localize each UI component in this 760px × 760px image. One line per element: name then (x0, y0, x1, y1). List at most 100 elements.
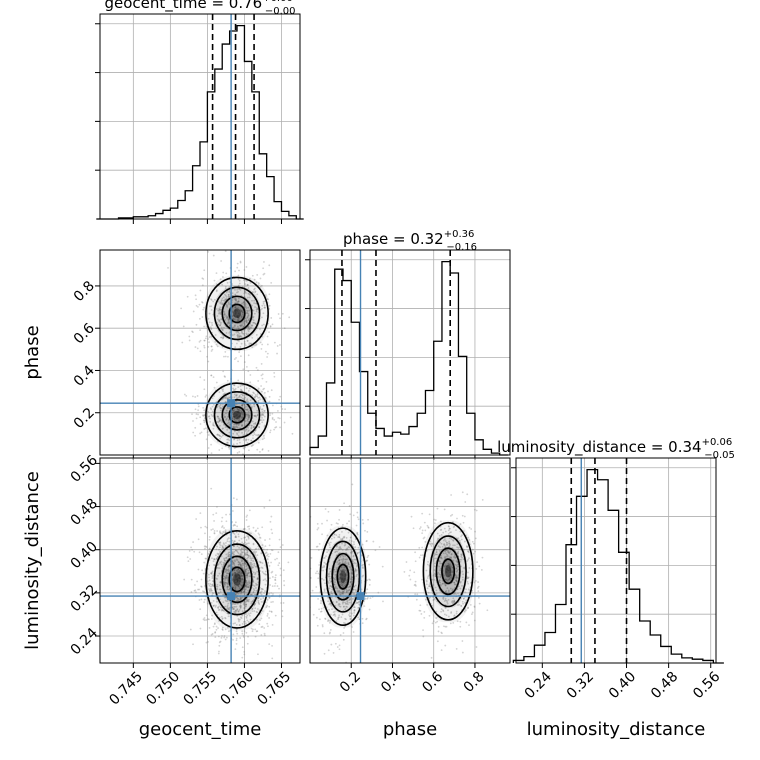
sample-point (239, 597, 242, 600)
sample-point (366, 579, 369, 582)
sample-point (338, 559, 341, 562)
sample-point (346, 600, 348, 603)
sample-point (227, 602, 230, 605)
sample-point (222, 546, 224, 549)
sample-point (213, 395, 215, 397)
sample-point (243, 630, 246, 633)
sample-point (224, 596, 227, 599)
sample-point (208, 564, 210, 567)
sample-point (442, 531, 445, 534)
sample-point (246, 408, 249, 411)
sample-point (240, 575, 243, 578)
sample-point (244, 562, 247, 565)
sample-point (242, 333, 245, 335)
sample-point (232, 389, 235, 392)
sample-point (345, 591, 348, 594)
sample-point (262, 414, 265, 417)
sample-point (343, 544, 346, 547)
sample-point (222, 577, 225, 580)
sample-point (245, 319, 248, 321)
sample-point (227, 569, 230, 572)
sample-point (268, 293, 271, 296)
sample-point (207, 582, 210, 585)
sample-point (226, 441, 228, 444)
sample-point (340, 539, 343, 541)
sample-point (217, 627, 219, 629)
sample-point (262, 572, 265, 575)
sample-point (471, 611, 474, 614)
sample-point (344, 578, 347, 581)
sample-point (446, 587, 449, 590)
sample-point (349, 581, 352, 584)
sample-point (226, 540, 229, 543)
sample-point (350, 612, 353, 615)
sample-point (216, 583, 219, 586)
sample-point (221, 626, 224, 629)
truth-marker (356, 592, 365, 601)
sample-point (316, 528, 319, 531)
sample-point (432, 574, 435, 577)
sample-point (443, 543, 446, 545)
sample-point (234, 648, 237, 651)
sample-point (438, 549, 441, 552)
sample-point (336, 646, 339, 648)
sample-point (244, 304, 247, 307)
sample-point (445, 614, 448, 617)
sample-point (232, 608, 235, 610)
sample-point (248, 328, 250, 330)
sample-point (234, 427, 237, 429)
sample-point (466, 560, 468, 562)
sample-point (449, 571, 451, 574)
sample-point (350, 540, 353, 542)
sample-point (442, 543, 445, 546)
sample-point (215, 290, 218, 293)
sample-point (246, 583, 249, 586)
sample-point (237, 334, 240, 337)
sample-point (345, 536, 348, 539)
sample-point (203, 419, 206, 422)
sample-point (228, 608, 230, 611)
sample-point (201, 284, 204, 287)
sample-point (321, 577, 324, 580)
sample-point (215, 557, 218, 560)
tick-label-x: 0.745 (106, 669, 146, 709)
sample-point (216, 585, 219, 588)
sample-point (423, 521, 426, 524)
sample-point (228, 295, 231, 298)
sample-point (211, 584, 214, 587)
sample-point (235, 356, 237, 359)
sample-point (231, 603, 234, 605)
sample-point (225, 409, 228, 412)
sample-point (224, 355, 227, 358)
sample-point (213, 623, 216, 626)
sample-point (232, 425, 235, 428)
sample-point (227, 570, 230, 573)
sample-point (203, 346, 206, 349)
sample-point (232, 409, 234, 412)
sample-point (216, 433, 219, 436)
sample-point (244, 283, 247, 285)
sample-point (328, 575, 330, 578)
sample-point (351, 560, 354, 563)
sample-point (347, 562, 350, 565)
sample-point (347, 561, 350, 564)
sample-point (358, 551, 361, 554)
sample-point (232, 670, 234, 672)
sample-point (307, 584, 309, 586)
sample-point (442, 609, 444, 612)
sample-point (240, 316, 243, 319)
sample-point (220, 407, 222, 410)
sample-point (246, 311, 249, 314)
sample-point (321, 624, 324, 626)
sample-point (246, 573, 249, 576)
sample-point (260, 566, 263, 569)
sample-point (448, 578, 451, 580)
sample-point (455, 576, 458, 579)
sample-point (235, 605, 238, 608)
sample-point (335, 570, 337, 573)
sample-point (219, 606, 222, 609)
sample-point (329, 581, 332, 583)
sample-point (318, 542, 321, 545)
sample-point (459, 625, 462, 628)
sample-point (240, 580, 243, 583)
